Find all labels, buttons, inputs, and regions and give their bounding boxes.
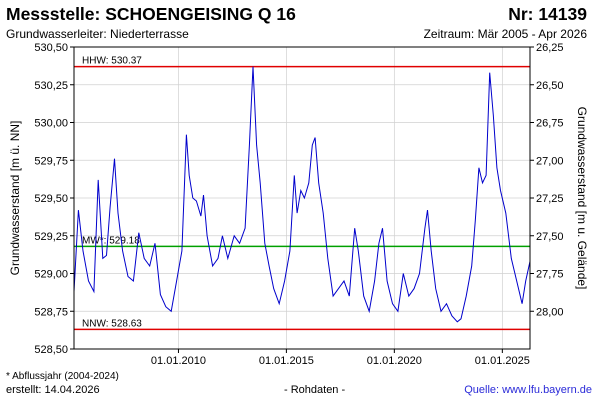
x-tick-label: 01.01.2020 (367, 355, 422, 367)
series-layer (73, 66, 531, 323)
axis-labels: 528,50 528,75 529,00 529,25 529,50 529,75 530,… (34, 42, 563, 367)
reference-line-label: NNW: 528.63 (82, 318, 142, 329)
x-tick-label: 01.01.2010 (151, 355, 206, 367)
y-tick-label-right: 26,50 (536, 80, 564, 92)
y-tick-label-right: 27,75 (536, 269, 564, 281)
station-number: Nr: 14139 (508, 4, 587, 24)
y-tick-label-left: 529,75 (34, 155, 68, 167)
footnote-hydrological-year: * Abflussjahr (2004-2024) (6, 371, 119, 382)
y-axis-label-right: Grundwasserstand [m u. Gelände] (575, 107, 589, 290)
y-tick-label-right: 28,00 (536, 306, 564, 318)
aquifer-label: Grundwasserleiter: Niederterrasse (6, 27, 189, 41)
y-tick-label-left: 528,75 (34, 306, 68, 318)
y-tick-label-right: 26,25 (536, 42, 564, 54)
data-kind-label: - Rohdaten - (284, 384, 346, 396)
grid-lines (74, 46, 530, 350)
page-title: Messstelle: SCHOENGEISING Q 16 (6, 4, 296, 24)
x-tick-label: 01.01.2015 (259, 355, 314, 367)
y-tick-label-right: 27,00 (536, 155, 564, 167)
series-line (73, 66, 531, 323)
y-tick-label-left: 528,50 (34, 344, 68, 356)
y-tick-label-left: 530,00 (34, 118, 68, 130)
y-tick-label-left: 529,00 (34, 269, 68, 281)
y-tick-label-right: 26,75 (536, 118, 564, 130)
y-tick-label-left: 529,25 (34, 231, 68, 243)
created-date: erstellt: 14.04.2026 (6, 384, 100, 396)
y-axis-label-left: Grundwasserstand [m ü. NN] (8, 121, 22, 276)
period-label: Zeitraum: Mär 2005 - Apr 2026 (423, 27, 587, 41)
y-tick-label-left: 529,50 (34, 193, 68, 205)
y-tick-label-right: 27,25 (536, 193, 564, 205)
x-tick-label: 01.01.2025 (475, 355, 530, 367)
reference-lines: HHW: 530.37 MW*: 529.18 NNW: 528.63 (74, 56, 530, 331)
y-tick-label-left: 530,25 (34, 80, 68, 92)
source-link[interactable]: Quelle: www.lfu.bayern.de (464, 384, 592, 396)
reference-line-label: HHW: 530.37 (82, 56, 142, 67)
reference-line-label: MW*: 529.18 (82, 235, 140, 246)
y-tick-label-right: 27,50 (536, 231, 564, 243)
y-tick-label-left: 530,50 (34, 42, 68, 54)
